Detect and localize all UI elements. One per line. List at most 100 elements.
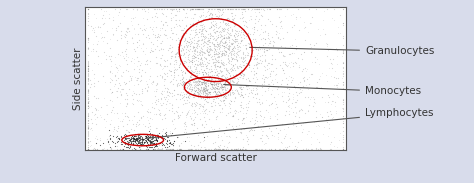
- Point: [242, 78, 250, 81]
- Point: [231, 44, 238, 47]
- Point: [146, 140, 154, 143]
- Point: [115, 82, 123, 85]
- Point: [262, 90, 269, 93]
- Point: [132, 142, 140, 145]
- Point: [243, 109, 251, 111]
- Point: [193, 23, 201, 26]
- Point: [165, 91, 173, 94]
- Point: [211, 147, 219, 150]
- Point: [313, 137, 321, 140]
- Point: [122, 68, 129, 71]
- Point: [260, 80, 268, 83]
- Point: [134, 132, 142, 135]
- Point: [176, 56, 183, 59]
- Point: [264, 44, 272, 46]
- Point: [211, 58, 219, 61]
- Point: [156, 102, 164, 105]
- Point: [130, 137, 138, 140]
- Point: [145, 144, 152, 147]
- Point: [197, 58, 205, 61]
- Point: [239, 86, 247, 89]
- Point: [147, 140, 155, 143]
- Point: [139, 138, 147, 141]
- Point: [158, 142, 165, 145]
- Point: [99, 23, 107, 26]
- Point: [281, 60, 289, 63]
- Point: [203, 49, 211, 52]
- Point: [129, 143, 137, 146]
- Point: [214, 71, 222, 74]
- Point: [264, 83, 272, 85]
- Point: [144, 143, 152, 146]
- Point: [106, 87, 114, 90]
- Point: [313, 85, 321, 88]
- Point: [277, 51, 285, 54]
- Point: [123, 115, 130, 117]
- Point: [214, 26, 222, 29]
- Point: [95, 25, 102, 28]
- Point: [326, 58, 334, 61]
- Point: [216, 42, 223, 44]
- Point: [138, 142, 146, 145]
- Point: [339, 23, 347, 26]
- Point: [251, 73, 258, 76]
- Point: [84, 119, 91, 122]
- Point: [149, 29, 157, 32]
- Point: [199, 86, 207, 89]
- Point: [210, 67, 218, 70]
- Point: [210, 53, 218, 56]
- Point: [220, 48, 228, 51]
- Point: [137, 141, 145, 144]
- Point: [191, 50, 198, 53]
- Point: [266, 115, 273, 118]
- Point: [233, 59, 241, 62]
- Point: [265, 86, 273, 89]
- Point: [145, 121, 153, 124]
- Point: [202, 88, 210, 91]
- Point: [328, 66, 336, 69]
- Point: [241, 7, 249, 10]
- Point: [199, 71, 206, 74]
- Point: [179, 31, 187, 34]
- Point: [197, 33, 204, 36]
- Point: [333, 48, 341, 51]
- Point: [142, 70, 149, 73]
- Point: [140, 28, 148, 31]
- Point: [187, 116, 195, 119]
- Point: [305, 82, 312, 85]
- Point: [210, 82, 218, 85]
- Point: [203, 95, 211, 98]
- Point: [141, 63, 149, 66]
- Point: [180, 59, 188, 62]
- Point: [117, 29, 124, 32]
- Point: [182, 71, 189, 74]
- Point: [142, 139, 149, 142]
- Point: [300, 76, 308, 79]
- Point: [182, 59, 189, 62]
- Point: [228, 90, 236, 93]
- Point: [224, 141, 232, 144]
- Point: [213, 82, 220, 85]
- Point: [86, 127, 93, 130]
- Point: [253, 92, 261, 95]
- Point: [232, 29, 239, 32]
- Point: [182, 77, 190, 80]
- Point: [164, 87, 171, 90]
- Point: [222, 125, 229, 128]
- Point: [134, 59, 142, 62]
- Point: [84, 65, 91, 68]
- Point: [208, 82, 216, 85]
- Point: [238, 87, 246, 90]
- Point: [149, 137, 156, 140]
- Point: [131, 138, 139, 141]
- Point: [333, 47, 340, 50]
- Point: [227, 52, 235, 55]
- Point: [216, 104, 224, 107]
- Point: [154, 7, 161, 10]
- Point: [245, 95, 252, 98]
- Point: [229, 69, 237, 72]
- Point: [190, 81, 198, 84]
- Point: [160, 137, 167, 140]
- Point: [274, 36, 282, 39]
- Point: [84, 80, 91, 83]
